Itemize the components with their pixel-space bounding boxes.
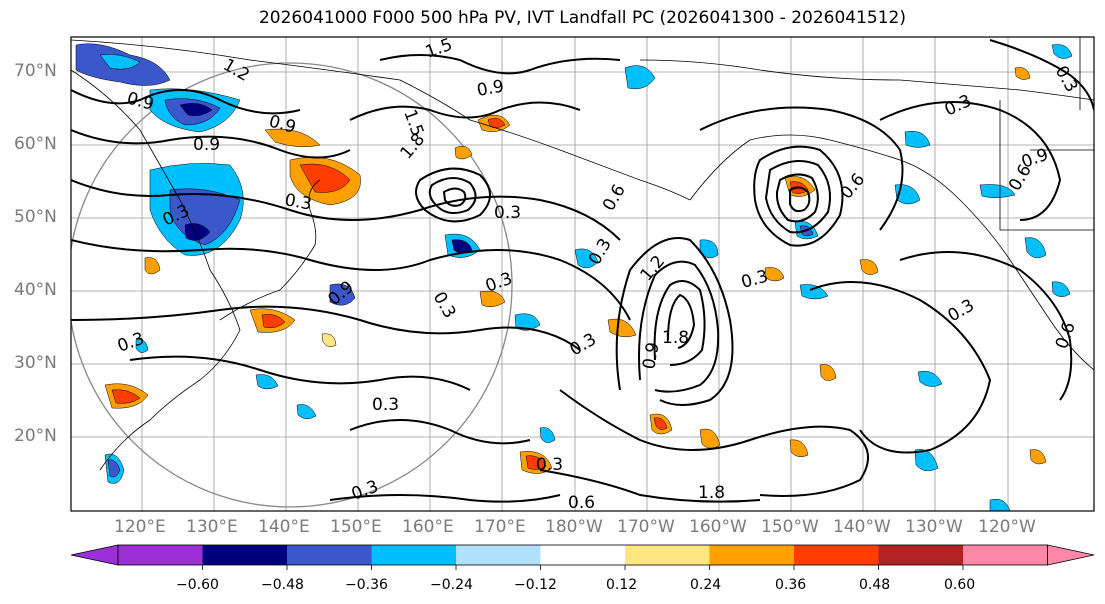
lon-label: 150°W <box>761 517 819 537</box>
colorbar-bin <box>202 545 287 565</box>
lat-label: 30°N <box>14 353 57 373</box>
colorbar-bin <box>118 545 203 565</box>
lon-label: 160°E <box>402 517 454 537</box>
lon-label: 170°E <box>474 517 526 537</box>
lat-label: 50°N <box>14 207 57 227</box>
contour-label: 0.3 <box>536 455 563 475</box>
contour-label: 0.9 <box>475 77 505 101</box>
pv-contours <box>71 39 1094 503</box>
map-frame <box>70 36 1095 512</box>
map-title: 2026041000 F000 500 hPa PV, IVT Landfall… <box>258 8 906 28</box>
colorbar <box>70 544 1095 570</box>
colorbar-bin <box>625 545 710 565</box>
lon-label: 160°W <box>689 517 747 537</box>
map-background <box>71 37 1094 511</box>
colorbar-bin <box>371 545 456 565</box>
coastlines <box>71 37 1094 471</box>
colorbar-tick-label: −0.48 <box>261 577 304 593</box>
lat-label: 60°N <box>14 134 57 154</box>
contour-label: 1.8 <box>698 483 725 503</box>
colorbar-tick-label: −0.36 <box>345 577 388 593</box>
contour-label: 0.9 <box>639 341 663 371</box>
lon-label: 140°E <box>258 517 310 537</box>
lat-label: 40°N <box>14 280 57 300</box>
lon-label: 130°E <box>186 517 238 537</box>
colorbar-tick-label: −0.60 <box>176 577 219 593</box>
lon-label: 120°W <box>978 517 1036 537</box>
colorbar-tick-label: 0.60 <box>944 577 976 593</box>
colorbar-bin <box>709 545 794 565</box>
range-circle <box>71 62 513 508</box>
lon-label: 120°E <box>114 517 166 537</box>
contour-label: 1.8 <box>662 328 689 348</box>
colorbar-bin <box>287 545 372 565</box>
colorbar-tick-label: 0.48 <box>859 577 891 593</box>
colorbar-tick-label: −0.24 <box>430 577 473 593</box>
contour-label: 0.3 <box>494 203 521 223</box>
colorbar-extend-min <box>70 544 119 566</box>
colorbar-bin <box>878 545 963 565</box>
colorbar-bin <box>540 545 625 565</box>
colorbar-tick-label: 0.36 <box>775 577 807 593</box>
colorbar-bin <box>963 545 1048 565</box>
contour-label: 0.3 <box>283 190 313 214</box>
lon-label: 170°W <box>617 517 675 537</box>
contour-label: 0.6 <box>568 493 595 513</box>
contour-label: 0.3 <box>372 395 399 415</box>
lat-label: 20°N <box>14 426 57 446</box>
contour-label: 0.9 <box>193 135 220 155</box>
colorbar-tick-label: 0.12 <box>606 577 638 593</box>
colorbar-tick-label: 0.24 <box>690 577 722 593</box>
lon-label: 130°W <box>905 517 963 537</box>
lon-label: 150°E <box>330 517 382 537</box>
colorbar-outline <box>117 544 1048 566</box>
lon-label: 140°W <box>833 517 891 537</box>
colorbar-extend-max <box>1047 544 1095 566</box>
colorbar-tick-label: −0.12 <box>514 577 557 593</box>
colorbar-bin <box>794 545 879 565</box>
lat-label: 70°N <box>14 61 57 81</box>
colorbar-bin <box>456 545 541 565</box>
lon-label: 180°W <box>545 517 603 537</box>
